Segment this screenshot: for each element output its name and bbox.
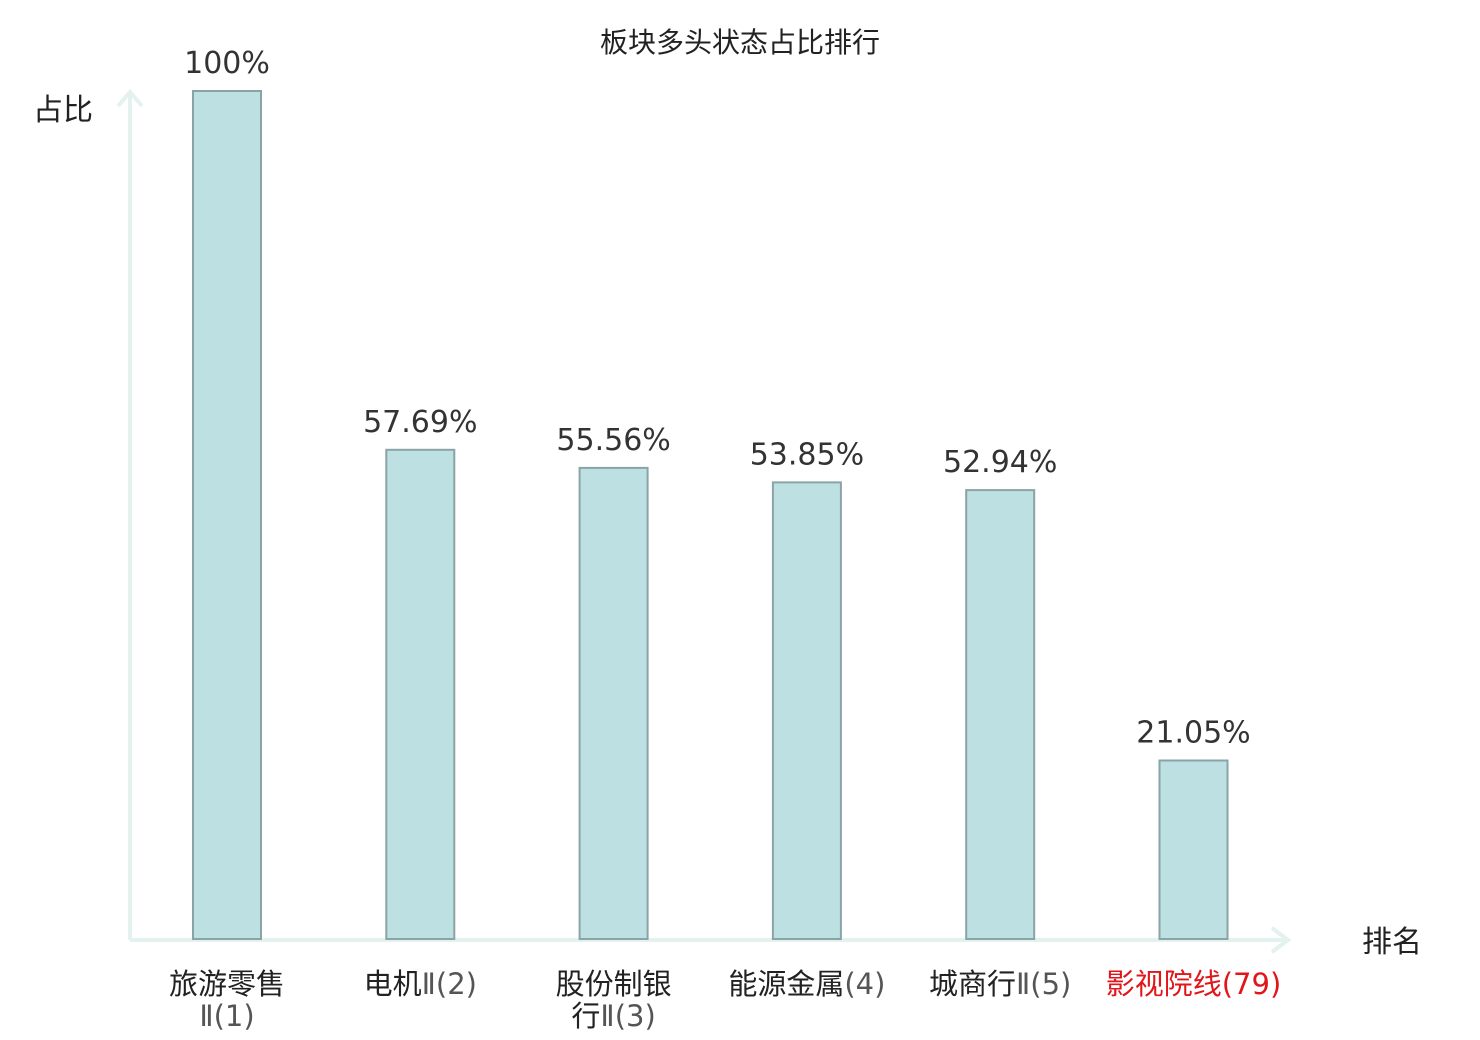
- category-label-3-part: 行: [571, 999, 600, 1033]
- bar-5: [965, 489, 1036, 940]
- category-label-2-part: Ⅱ(2): [422, 967, 477, 1001]
- value-labels-group: 100% 57.69% 55.56% 53.85% 52.94% 21.05%: [184, 46, 1251, 751]
- bar-6: [1158, 759, 1229, 940]
- value-label-5: 52.94%: [943, 445, 1057, 480]
- y-axis-arrow: [116, 88, 144, 108]
- category-label-5-part: 城商行: [929, 967, 1016, 1001]
- bar-1: [192, 90, 262, 940]
- category-label-6-part: 影视院线: [1106, 967, 1222, 1001]
- category-label-4-part: 能源金属: [728, 967, 844, 1001]
- category-label-2-part: 电机: [364, 967, 422, 1001]
- category-label-1: 旅游零售 Ⅱ(1): [169, 967, 285, 1033]
- bar-2: [385, 448, 456, 940]
- category-label-4: 能源金属(4): [728, 967, 885, 1001]
- category-label-5-part: Ⅱ(5): [1016, 967, 1071, 1001]
- y-axis-label: 占比: [33, 93, 93, 128]
- value-label-3: 55.56%: [556, 423, 670, 458]
- value-label-6: 21.05%: [1136, 716, 1250, 751]
- category-label-1-part: 旅游零售: [169, 967, 285, 1001]
- x-axis-label: 排名: [1362, 925, 1422, 960]
- category-labels-group: 旅游零售 Ⅱ(1) 电机Ⅱ(2) 股份制银行Ⅱ(3) 能源金属(4) 城商行Ⅱ(5) 影视院…: [169, 967, 1281, 1033]
- value-label-2: 57.69%: [363, 405, 477, 440]
- category-label-6: 影视院线(79): [1106, 967, 1282, 1001]
- bar-3: [578, 466, 649, 940]
- chart-title: 板块多头状态占比排行: [600, 26, 880, 59]
- category-label-4-part: (4): [844, 967, 885, 1001]
- value-label-4: 53.85%: [750, 437, 864, 472]
- category-label-3-part: 股份制银: [556, 967, 672, 1001]
- category-label-3: 股份制银行Ⅱ(3): [556, 967, 672, 1033]
- value-label-1: 100%: [184, 46, 270, 81]
- category-label-3-part: Ⅱ(3): [600, 999, 655, 1033]
- x-axis-arrow: [1270, 926, 1292, 954]
- bars-group: [192, 90, 1229, 940]
- category-label-6-part: (79): [1222, 967, 1282, 1001]
- bar-4: [771, 481, 842, 940]
- category-label-2: 电机Ⅱ(2): [364, 967, 477, 1001]
- category-label-5: 城商行Ⅱ(5): [929, 967, 1071, 1001]
- category-label-1-part: Ⅱ(1): [199, 999, 254, 1033]
